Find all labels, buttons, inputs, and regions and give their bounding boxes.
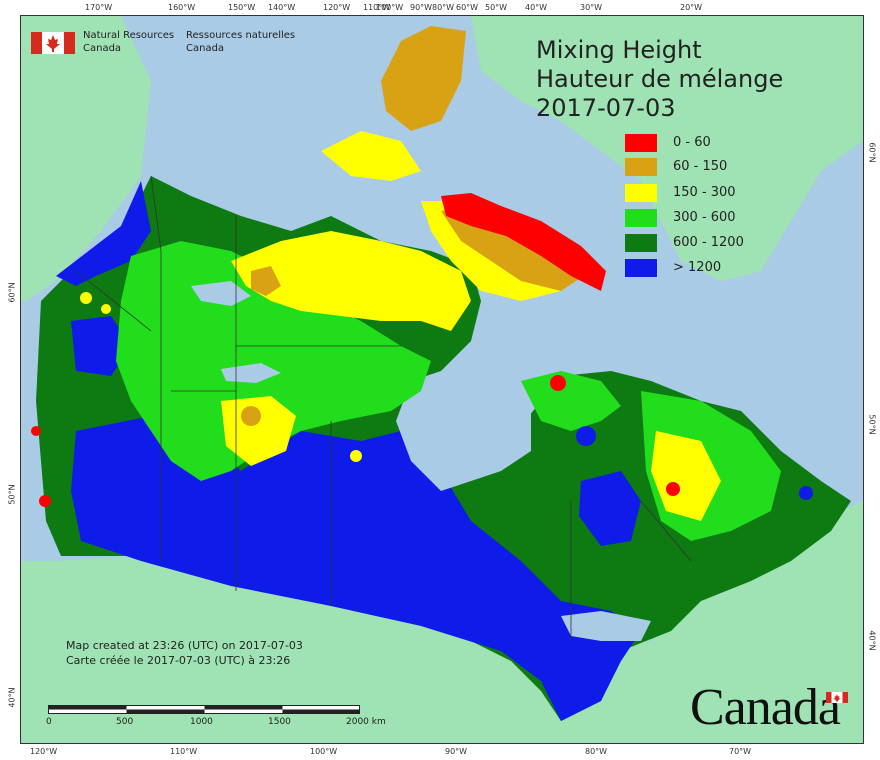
region-blue-nw: [56, 181, 151, 286]
lon-tick: 140°W: [268, 3, 296, 12]
scale-label: 1500: [268, 717, 291, 727]
canada-flag-icon: [31, 32, 75, 54]
hotspot-bc-red: [31, 426, 41, 436]
hotspot-bc-red2: [39, 495, 51, 507]
lon-tick: 40°W: [525, 3, 548, 12]
legend-item: 0 - 60: [625, 134, 785, 152]
legend-item: 60 - 150: [625, 158, 785, 176]
lon-tick: 160°W: [168, 3, 196, 12]
lat-tick: 60°N: [867, 142, 877, 163]
lat-tick: 40°N: [867, 630, 877, 651]
map-frame: [20, 15, 864, 744]
region-yellow-arctic: [231, 231, 471, 331]
canada-wordmark: Canada: [690, 679, 841, 736]
title-en: Mixing Height: [536, 36, 702, 64]
lon-tick: 170°W: [85, 3, 113, 12]
legend-label: 300 - 600: [673, 210, 736, 225]
map-title: Mixing Height Hauteur de mélange 2017-07…: [536, 36, 783, 123]
map-canvas: [21, 16, 863, 743]
legend-item: 300 - 600: [625, 209, 785, 227]
agency-en-line2: Canada: [83, 43, 122, 54]
scale-bar: [48, 705, 360, 714]
hotspot-quebec: [666, 482, 680, 496]
water-hudson-bay: [396, 391, 531, 491]
legend-swatch: [625, 234, 657, 252]
hotspot-yukon2: [101, 304, 111, 314]
region-yellow-prairie: [221, 396, 296, 466]
lon-tick: 150°W: [228, 3, 256, 12]
region-blue-south: [71, 416, 641, 721]
legend-item: 150 - 300: [625, 184, 785, 202]
scale-label: 1000: [190, 717, 213, 727]
region-green-central: [116, 241, 431, 481]
scale-label: 0: [46, 717, 52, 727]
lon-tick: 90°W: [410, 3, 433, 12]
region-yellow-islands: [321, 131, 421, 181]
map-credit: Map created at 23:26 (UTC) on 2017-07-03…: [66, 638, 303, 668]
lon-tick: 60°W: [456, 3, 479, 12]
region-blue-quebec: [579, 471, 641, 546]
lon-tick: 110°W: [363, 3, 391, 12]
hotspot-hudson: [576, 426, 596, 446]
legend-label: 0 - 60: [673, 135, 711, 150]
lon-tick: 100°W: [376, 3, 404, 12]
canada-flag-icon: [826, 692, 848, 703]
lon-tick: 90°W: [445, 747, 468, 756]
legend-swatch: [625, 209, 657, 227]
legend-swatch: [625, 134, 657, 152]
legend-label: 150 - 300: [673, 185, 736, 200]
lon-tick: 50°W: [485, 3, 508, 12]
legend-swatch: [625, 184, 657, 202]
lat-tick: 50°N: [7, 484, 17, 505]
lon-tick: 80°W: [585, 747, 608, 756]
lon-tick: 20°W: [680, 3, 703, 12]
hotspot-prairie: [241, 406, 261, 426]
hotspot-yukon: [80, 292, 92, 304]
legend-item: > 1200: [625, 259, 785, 277]
province-borders: [75, 175, 692, 641]
lon-tick: 120°W: [30, 747, 58, 756]
legend-swatch: [625, 158, 657, 176]
title-date: 2017-07-03: [536, 94, 676, 122]
water-great-lakes: [561, 611, 651, 641]
lon-tick: 70°W: [729, 747, 752, 756]
region-red-baffin: [441, 193, 606, 291]
region-orange-island: [251, 266, 281, 296]
agency-name-en: Natural Resources Canada: [83, 29, 193, 55]
hotspot-labrador: [550, 375, 566, 391]
credit-fr: Carte créée le 2017-07-03 (UTC) à 23:26: [66, 654, 291, 667]
foreign-land-greenland: [471, 16, 863, 281]
scale-label: 500: [116, 717, 134, 727]
title-fr: Hauteur de mélange: [536, 65, 784, 93]
agency-fr-line1: Ressources naturelles: [186, 30, 296, 41]
lat-tick: 40°N: [7, 687, 17, 708]
lon-tick: 100°W: [310, 747, 338, 756]
foreign-land-usa: [21, 501, 863, 743]
region-orange-ellesmere: [381, 26, 466, 131]
credit-en: Map created at 23:26 (UTC) on 2017-07-03: [66, 639, 303, 652]
hotspot-nfld: [799, 486, 813, 500]
lat-tick: 50°N: [867, 414, 877, 435]
lat-tick: 60°N: [7, 282, 17, 303]
region-yellow-quebec: [651, 431, 721, 521]
foreign-land-alaska: [21, 16, 151, 301]
region-green-quebec: [521, 371, 621, 431]
agency-fr-line2: Canada: [186, 43, 225, 54]
agency-en-line1: Natural Resources: [83, 30, 175, 41]
lon-tick: 80°W: [432, 3, 455, 12]
legend-label: 60 - 150: [673, 159, 728, 174]
legend-label: > 1200: [673, 260, 722, 275]
legend-swatch: [625, 259, 657, 277]
legend-item: 600 - 1200: [625, 234, 785, 252]
scale-label: 2000 km: [346, 717, 386, 727]
lon-tick: 30°W: [580, 3, 603, 12]
lon-tick: 120°W: [323, 3, 351, 12]
legend-label: 600 - 1200: [673, 235, 744, 250]
hotspot-ontario: [350, 450, 362, 462]
lon-tick: 110°W: [170, 747, 198, 756]
agency-name-fr: Ressources naturelles Canada: [186, 29, 326, 55]
